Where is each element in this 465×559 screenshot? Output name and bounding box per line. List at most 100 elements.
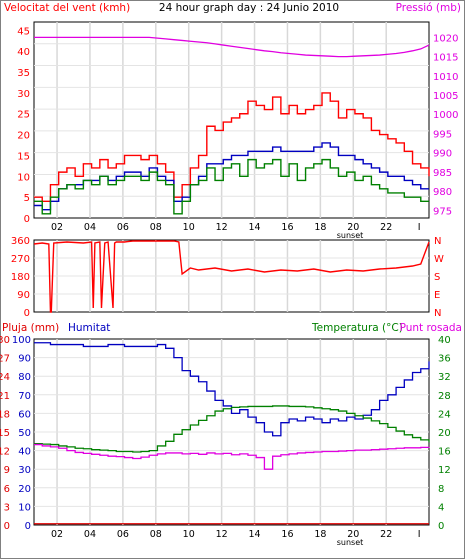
rain-tick-label: 21 <box>0 391 10 402</box>
temperature-tick-label: 8 <box>438 484 444 495</box>
pressure-right-ticks: 975 980 985 990 995 1000 1005 1010 1015 1020 <box>433 33 458 217</box>
wind-tick-label: 10 <box>17 172 30 183</box>
wind-tick-label: 40 <box>17 47 30 58</box>
humidity-tick-label: 0 <box>25 521 31 532</box>
compass-label: W <box>434 254 444 265</box>
wind-tick-label: 5 <box>24 193 30 204</box>
x-tick-label: 14 <box>248 529 260 540</box>
chart-title: 24 hour graph day : 24 Junio 2010 <box>159 2 339 14</box>
humidity-tick-label: 100 <box>12 335 31 346</box>
wind-tick-label: 30 <box>17 89 30 100</box>
rain-tick-label: 12 <box>0 447 10 458</box>
temp-series <box>34 342 430 525</box>
dewpoint-axis-title: Punt rosada <box>400 322 462 334</box>
temperature-tick-label: 40 <box>438 335 451 346</box>
wind-axis-title: Velocitat del vent (kmh) <box>4 2 130 14</box>
wind-tick-label: 45 <box>17 26 30 37</box>
compass-label: E <box>434 290 440 301</box>
compass-label: N <box>434 308 441 319</box>
direction-tick-label: 360 <box>11 236 30 247</box>
x-tick-label: 12 <box>216 529 228 540</box>
dewpoint-line <box>34 443 430 470</box>
direction-line <box>33 240 430 313</box>
wind-tick-label: 35 <box>17 68 30 79</box>
direction-tick-label: 0 <box>24 308 30 319</box>
rain-tick-label: 27 <box>0 354 10 365</box>
rain-tick-label: 18 <box>0 409 10 420</box>
x-tick-label: 18 <box>314 529 326 540</box>
humidity-axis-title: Humitat <box>68 322 110 334</box>
pressure-tick-label: 995 <box>433 129 452 140</box>
gust-line <box>34 92 430 203</box>
wind-tick-label: 15 <box>17 151 30 162</box>
compass-label: N <box>434 236 441 247</box>
wind-tick-label: 20 <box>17 131 30 142</box>
direction-left-ticks: 0 90 180 270 360 <box>11 236 30 319</box>
rain-tick-label: 30 <box>0 335 10 346</box>
x-tick-label: 18 <box>314 222 326 233</box>
rain-tick-label: 0 <box>4 521 10 532</box>
humidity-tick-label: 20 <box>18 484 31 495</box>
pressure-axis-title: Pressió (mb) <box>396 2 461 14</box>
wind-line <box>34 158 429 215</box>
temperature-line <box>34 405 430 453</box>
pressure-tick-label: 1015 <box>433 53 458 64</box>
temperature-tick-label: 24 <box>438 409 451 420</box>
temperature-tick-label: 0 <box>438 521 444 532</box>
x-tick-label: 22 <box>380 222 392 233</box>
wind-tick-label: 25 <box>17 110 30 121</box>
pressure-tick-label: 990 <box>433 149 452 160</box>
pressure-tick-label: 1000 <box>433 110 458 121</box>
direction-series <box>33 240 430 313</box>
temperature-axis-title: Temperatura (°C) <box>311 322 403 334</box>
direction-tick-label: 180 <box>11 272 30 283</box>
temperature-tick-label: 32 <box>438 372 451 383</box>
x-tick-label: 20 <box>347 529 359 540</box>
pressure-tick-label: 980 <box>433 187 452 198</box>
humidity-tick-label: 10 <box>18 502 31 513</box>
compass-label: S <box>434 272 440 283</box>
pressure-tick-label: 1010 <box>433 72 458 83</box>
wind-tick-label: 0 <box>24 214 30 225</box>
x-tick-label: 06 <box>117 222 129 233</box>
temperature-tick-label: 12 <box>438 465 451 476</box>
humidity-left-ticks: 0 10 20 30 40 50 60 70 80 90 100 <box>12 335 31 532</box>
x-tick-label: I <box>418 222 421 233</box>
x-tick-label: 08 <box>150 222 162 233</box>
pressure-tick-label: 1020 <box>433 33 458 44</box>
temperature-tick-label: 20 <box>438 428 451 439</box>
humidity-line <box>34 342 430 437</box>
x-tick-label: 04 <box>84 529 96 540</box>
x-tick-label: 10 <box>183 529 195 540</box>
humidity-tick-label: 90 <box>18 354 31 365</box>
temperature-tick-label: 16 <box>438 447 451 458</box>
humidity-tick-label: 70 <box>18 391 31 402</box>
sunset-label: sunset <box>337 231 364 240</box>
pressure-line <box>34 36 430 58</box>
rain-tick-label: 6 <box>4 484 10 495</box>
humidity-tick-label: 50 <box>18 428 31 439</box>
temperature-right-ticks: 0 4 8 12 16 20 24 28 32 36 40 <box>438 335 451 532</box>
humidity-tick-label: 40 <box>18 447 31 458</box>
x-tick-label: 12 <box>216 222 228 233</box>
rain-tick-label: 24 <box>0 372 10 383</box>
rain-tick-label: 3 <box>4 502 10 513</box>
x-tick-label: 10 <box>183 222 195 233</box>
rain-axis-title: Pluja (mm) <box>2 322 59 334</box>
rain-left-ticks: 0 3 6 9 12 15 18 21 24 27 30 <box>0 335 10 532</box>
pressure-tick-label: 985 <box>433 168 452 179</box>
humidity-tick-label: 30 <box>18 465 31 476</box>
x-tick-label: 22 <box>380 529 392 540</box>
rain-tick-label: 9 <box>4 465 10 476</box>
humidity-tick-label: 60 <box>18 409 31 420</box>
sunset-label: sunset <box>337 538 364 547</box>
pressure-tick-label: 1005 <box>433 91 458 102</box>
wind-left-ticks: 0 5 10 15 20 25 30 35 40 45 <box>17 26 30 225</box>
temperature-tick-label: 36 <box>438 354 451 365</box>
